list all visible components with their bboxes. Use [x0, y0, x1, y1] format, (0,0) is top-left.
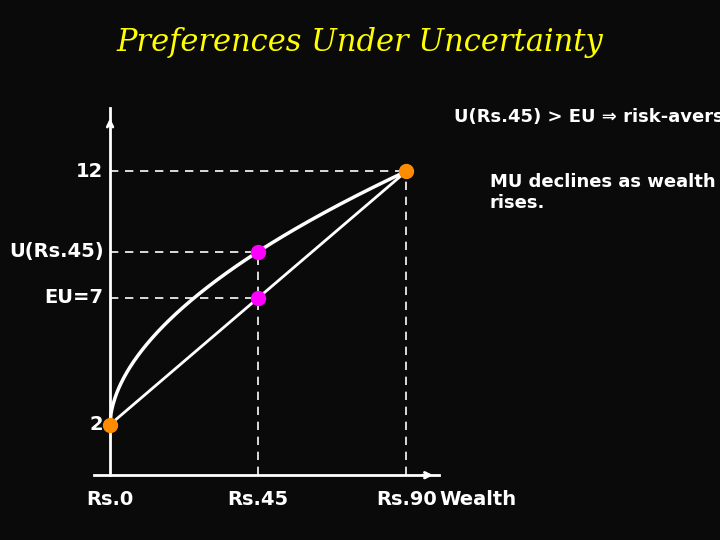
- Text: 12: 12: [76, 162, 104, 181]
- Text: Rs.45: Rs.45: [228, 490, 289, 509]
- Text: U(Rs.45) > EU ⇒ risk-aversion.: U(Rs.45) > EU ⇒ risk-aversion.: [454, 108, 720, 126]
- Text: U(Rs.45): U(Rs.45): [9, 242, 104, 261]
- Text: Preferences Under Uncertainty: Preferences Under Uncertainty: [117, 27, 603, 58]
- Text: Rs.0: Rs.0: [86, 490, 134, 509]
- Text: Rs.90: Rs.90: [376, 490, 436, 509]
- Text: Wealth: Wealth: [439, 490, 516, 509]
- Text: MU declines as wealth
rises.: MU declines as wealth rises.: [490, 173, 715, 212]
- Text: 2: 2: [90, 415, 104, 434]
- Text: EU=7: EU=7: [45, 288, 104, 307]
